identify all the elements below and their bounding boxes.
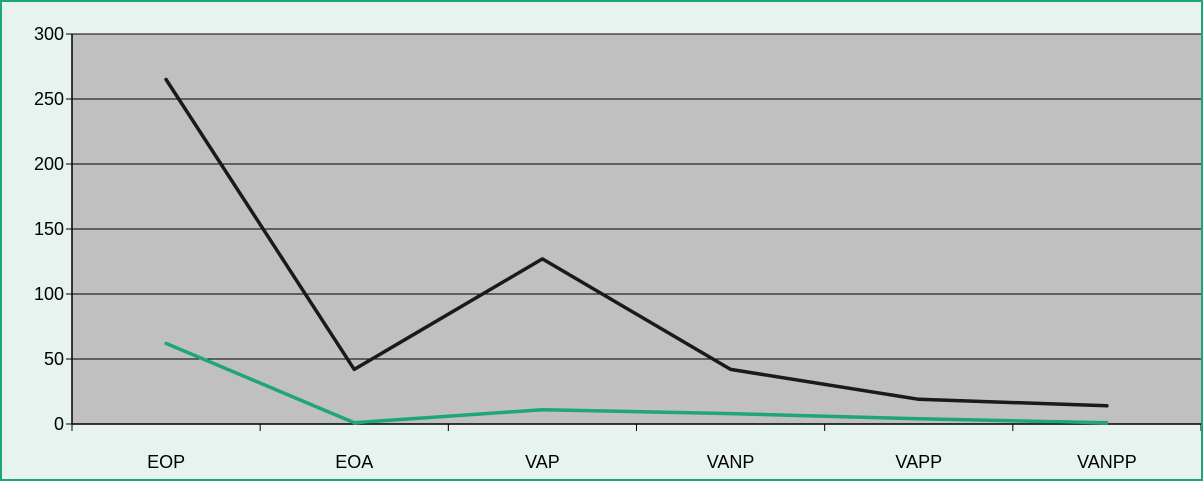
x-tick-label: VANPP bbox=[1077, 452, 1137, 472]
x-tick-label: EOA bbox=[335, 452, 373, 472]
y-tick-label: 200 bbox=[34, 154, 64, 174]
y-tick-label: 150 bbox=[34, 219, 64, 239]
series-line-2 bbox=[164, 341, 1109, 425]
y-axis-ticks: 0 50 100 150 200 250 300 bbox=[34, 24, 72, 434]
y-tick-label: 0 bbox=[54, 414, 64, 434]
x-tick-label: VANP bbox=[707, 452, 755, 472]
y-tick-label: 250 bbox=[34, 89, 64, 109]
x-tick-label: EOP bbox=[147, 452, 185, 472]
y-tick-label: 50 bbox=[44, 349, 64, 369]
gridlines bbox=[72, 33, 1201, 360]
x-tick-label: VAPP bbox=[895, 452, 942, 472]
x-tick-label: VAP bbox=[525, 452, 560, 472]
y-tick-label: 300 bbox=[34, 24, 64, 44]
series-lines bbox=[164, 77, 1109, 425]
y-tick-label: 100 bbox=[34, 284, 64, 304]
series-line-1 bbox=[164, 77, 1109, 408]
x-axis-ticks: EOP EOA VAP VANP VAPP VANPP bbox=[71, 424, 1201, 472]
